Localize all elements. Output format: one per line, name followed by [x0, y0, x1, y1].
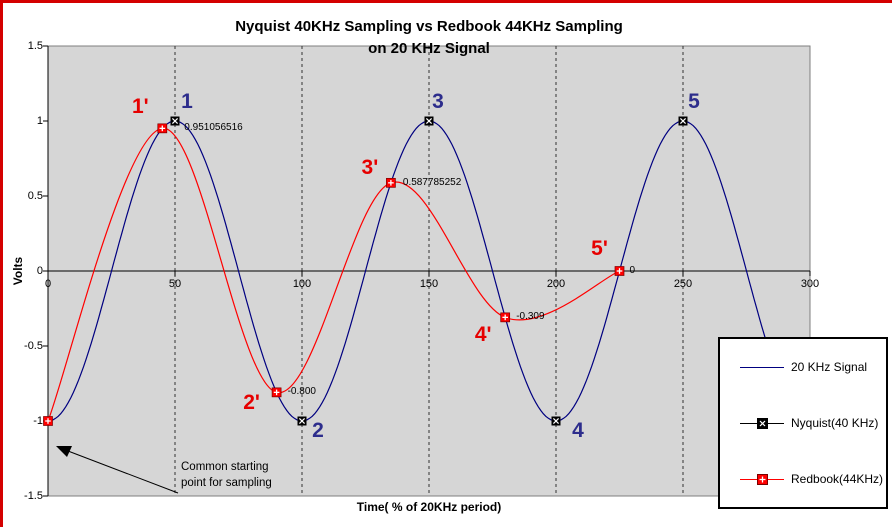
nyquist-marker-icon [740, 417, 784, 429]
nyquist-marker-x-stroke [298, 417, 306, 425]
x-tick-label: 100 [292, 278, 312, 290]
redbook-point-tag: 2' [243, 391, 260, 415]
legend-label-redbook: Redbook(44KHz) [791, 472, 884, 486]
y-tick-label: 0 [36, 265, 43, 277]
legend-label-signal: 20 KHz Signal [791, 360, 868, 374]
y-tick-label: -1.5 [24, 490, 43, 502]
nyquist-point-tag: 3 [432, 90, 444, 113]
red-frame-top [0, 0, 892, 3]
nyquist-point-tag: 2 [312, 419, 324, 442]
x-tick-label: 150 [419, 278, 439, 290]
data-label: 0 [629, 265, 636, 276]
nyquist-marker-x-stroke [679, 117, 687, 125]
legend-item-redbook: Redbook(44KHz) [740, 472, 886, 486]
chart-title-line2: on 20 KHz Signal [368, 40, 490, 57]
data-label: -0.309 [516, 311, 545, 323]
y-tick-label: -1 [33, 415, 43, 427]
redbook-point-tag: 4' [474, 323, 492, 347]
legend-item-signal: 20 KHz Signal [740, 360, 886, 374]
nyquist-marker-x-stroke [171, 117, 179, 125]
x-axis-title: Time( % of 20KHz period) [356, 500, 502, 514]
redbook-marker-icon [740, 473, 784, 485]
annotation-arrowhead-icon [56, 446, 72, 457]
redbook-point-tag: 5' [591, 237, 608, 260]
chart-title-line1: Nyquist 40KHz Sampling vs Redbook 44KHz … [235, 18, 623, 35]
x-tick-label: 250 [673, 278, 693, 290]
y-tick-label: 0.5 [27, 190, 43, 202]
annotation-line1: Common starting [181, 461, 269, 473]
annotation-line2: point for sampling [181, 477, 272, 489]
x-tick-label: 50 [168, 278, 182, 290]
redbook-point-tag: 3' [361, 155, 379, 179]
annotation-arrow [67, 450, 179, 494]
annotation-text: Common starting point for sampling [181, 459, 272, 491]
nyquist-point-tag: 1 [181, 90, 193, 113]
x-tick-label: 200 [546, 278, 566, 290]
red-frame-left [0, 0, 3, 527]
nyquist-point-tag: 5 [688, 90, 700, 113]
nyquist-marker-x-stroke [552, 417, 560, 425]
data-label: 0.951056516 [184, 122, 243, 134]
nyquist-marker-x-stroke [425, 117, 433, 125]
legend-label-nyquist: Nyquist(40 KHz) [791, 416, 879, 430]
y-tick-label: 1 [36, 115, 43, 127]
y-tick-label: 1.5 [27, 40, 43, 52]
data-label: -0.800 [287, 386, 316, 398]
legend-box: 20 KHz Signal Nyquist(40 KHz) [718, 337, 888, 509]
redbook-point-tag: 1' [131, 95, 149, 119]
signal-line-swatch-icon [740, 362, 784, 373]
x-tick-label: 0 [44, 278, 52, 290]
legend-item-nyquist: Nyquist(40 KHz) [740, 416, 886, 430]
x-tick-label: 300 [800, 278, 820, 290]
nyquist-point-tag: 4 [572, 419, 584, 442]
y-tick-label: -0.5 [24, 340, 43, 352]
data-label: 0.587785252 [402, 176, 462, 188]
